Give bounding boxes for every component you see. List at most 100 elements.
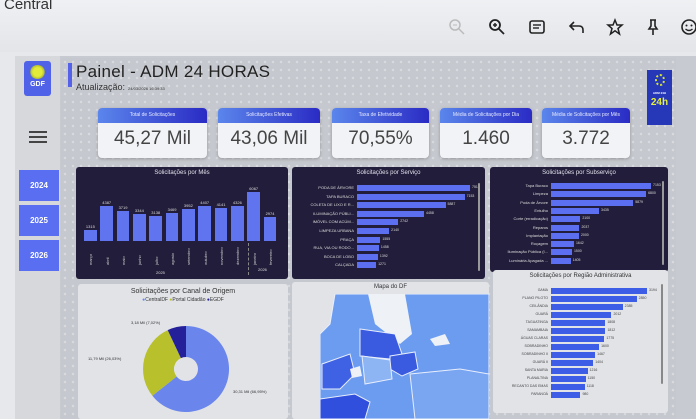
bar[interactable]	[165, 213, 179, 241]
bar[interactable]	[551, 288, 647, 294]
x-axis-label: julho	[153, 256, 159, 265]
legend-dot: ●	[142, 297, 146, 303]
category-label: Roçagem	[530, 241, 548, 247]
scrollbar[interactable]	[478, 183, 480, 271]
bar[interactable]	[551, 368, 588, 374]
bar[interactable]	[357, 219, 399, 226]
title-accent	[68, 63, 72, 87]
chart-title: Solicitações por Serviço	[356, 170, 421, 176]
undo-icon[interactable]	[566, 16, 588, 38]
bar[interactable]	[551, 328, 606, 334]
bar[interactable]	[551, 392, 581, 398]
year-button-2024[interactable]: 2024	[19, 170, 59, 201]
kpi-label: Média de Solicitações por Mês	[542, 108, 630, 123]
category-label: Luminária Apagada ...	[509, 257, 548, 263]
bar[interactable]	[551, 199, 634, 206]
bar-value-label: 2140	[391, 228, 399, 232]
bar[interactable]	[551, 224, 580, 231]
bar[interactable]	[357, 193, 465, 200]
legend-item: EGDF	[209, 297, 224, 303]
bar[interactable]	[551, 216, 581, 223]
df-map[interactable]	[320, 294, 489, 419]
zoom-in-icon[interactable]	[486, 16, 508, 38]
chart-title: Solicitações por Subserviço	[542, 170, 616, 176]
scrollbar[interactable]	[662, 181, 664, 265]
bar[interactable]	[551, 207, 600, 214]
star-icon[interactable]	[604, 16, 626, 38]
category-label: SAMAMBAIA	[527, 328, 548, 332]
bar[interactable]	[100, 205, 114, 241]
pie-label-portal: 11,79 Mil (26,03%)	[88, 356, 122, 361]
bar[interactable]	[551, 360, 594, 366]
category-label: GUARÁ	[535, 312, 548, 316]
bar[interactable]	[551, 312, 612, 318]
pin-icon[interactable]	[642, 16, 664, 38]
bar[interactable]	[357, 185, 470, 191]
bar[interactable]	[357, 245, 379, 252]
bar-value-label: 1808	[607, 320, 616, 324]
zoom-out-icon[interactable]	[446, 16, 468, 38]
bar-value-label: 1405	[572, 257, 581, 262]
bar[interactable]	[357, 228, 390, 234]
bar[interactable]	[84, 230, 97, 241]
bar-value-label: 7514	[472, 185, 480, 189]
bar[interactable]	[182, 209, 195, 241]
bar[interactable]	[357, 210, 425, 217]
adm24h-logo: ADM 24H 24h	[647, 70, 672, 125]
bar[interactable]	[551, 232, 579, 239]
year-button-2026[interactable]: 2026	[19, 240, 59, 271]
pie-label-centraldf: 30,31 Mil (66,95%)	[233, 389, 267, 394]
bar[interactable]	[198, 205, 212, 241]
bar[interactable]	[551, 296, 637, 302]
legend-item: Portal Cidadão	[172, 297, 206, 303]
bar[interactable]	[231, 206, 244, 241]
chart-legend: ●CentralDF ●Portal Cidadão ●EGDF	[78, 297, 288, 303]
bar[interactable]	[551, 336, 605, 342]
bar[interactable]	[357, 202, 446, 209]
bar[interactable]	[551, 241, 574, 248]
category-label: ÁGUAS CLARAS	[520, 336, 548, 340]
category-label: Poda de Árvore	[520, 199, 548, 205]
bar[interactable]	[551, 249, 572, 256]
year-button-2025[interactable]: 2025	[19, 205, 59, 236]
chart-title: Solicitações por Canal de Origem	[130, 288, 236, 295]
bar-value-label: 2012	[613, 312, 622, 316]
bar[interactable]	[357, 253, 378, 260]
bar[interactable]	[357, 262, 377, 269]
bar[interactable]	[551, 257, 571, 264]
bar[interactable]	[247, 192, 261, 241]
bar-value-label: 6800	[648, 191, 656, 196]
bar[interactable]	[357, 236, 381, 243]
bar[interactable]	[551, 344, 600, 350]
kpi-media-dia: Média de Solicitações por Dia 1.460	[440, 108, 532, 158]
emoji-icon[interactable]	[678, 16, 696, 38]
donut-chart[interactable]	[141, 324, 231, 414]
bar[interactable]	[214, 207, 228, 241]
bar[interactable]	[551, 384, 585, 390]
bar[interactable]	[551, 376, 586, 382]
bar[interactable]	[551, 183, 651, 189]
menu-icon[interactable]	[29, 131, 47, 143]
bar[interactable]	[263, 217, 277, 241]
app-toolbar: Central	[0, 0, 696, 52]
bar[interactable]	[116, 211, 130, 241]
left-nav	[15, 56, 60, 419]
scrollbar[interactable]	[661, 284, 663, 384]
category-label: ILUMINAÇÃO PÚBLI...	[313, 210, 354, 216]
category-label: Tapa Buraco	[525, 183, 548, 188]
bar[interactable]	[551, 191, 647, 198]
bar[interactable]	[551, 352, 596, 358]
category-label: SOBRADINHO	[524, 344, 548, 348]
category-label: COLETA DE LIXO E R...	[310, 202, 355, 208]
chart-regiao-administrativa: Solicitações por Região Administrativa G…	[493, 270, 668, 413]
bar[interactable]	[551, 320, 606, 326]
bar[interactable]	[133, 214, 146, 241]
legend-dot: ●	[206, 297, 210, 303]
category-label: Corte (erradicação)	[513, 216, 548, 222]
bar[interactable]	[149, 215, 163, 241]
bar-value-label: 1404	[595, 360, 603, 364]
category-label: Reparos	[532, 224, 548, 230]
comment-icon[interactable]	[526, 16, 548, 38]
bar[interactable]	[551, 304, 623, 310]
chart-canal-de-origem: Solicitações por Canal de Origem ●Centra…	[78, 284, 288, 419]
